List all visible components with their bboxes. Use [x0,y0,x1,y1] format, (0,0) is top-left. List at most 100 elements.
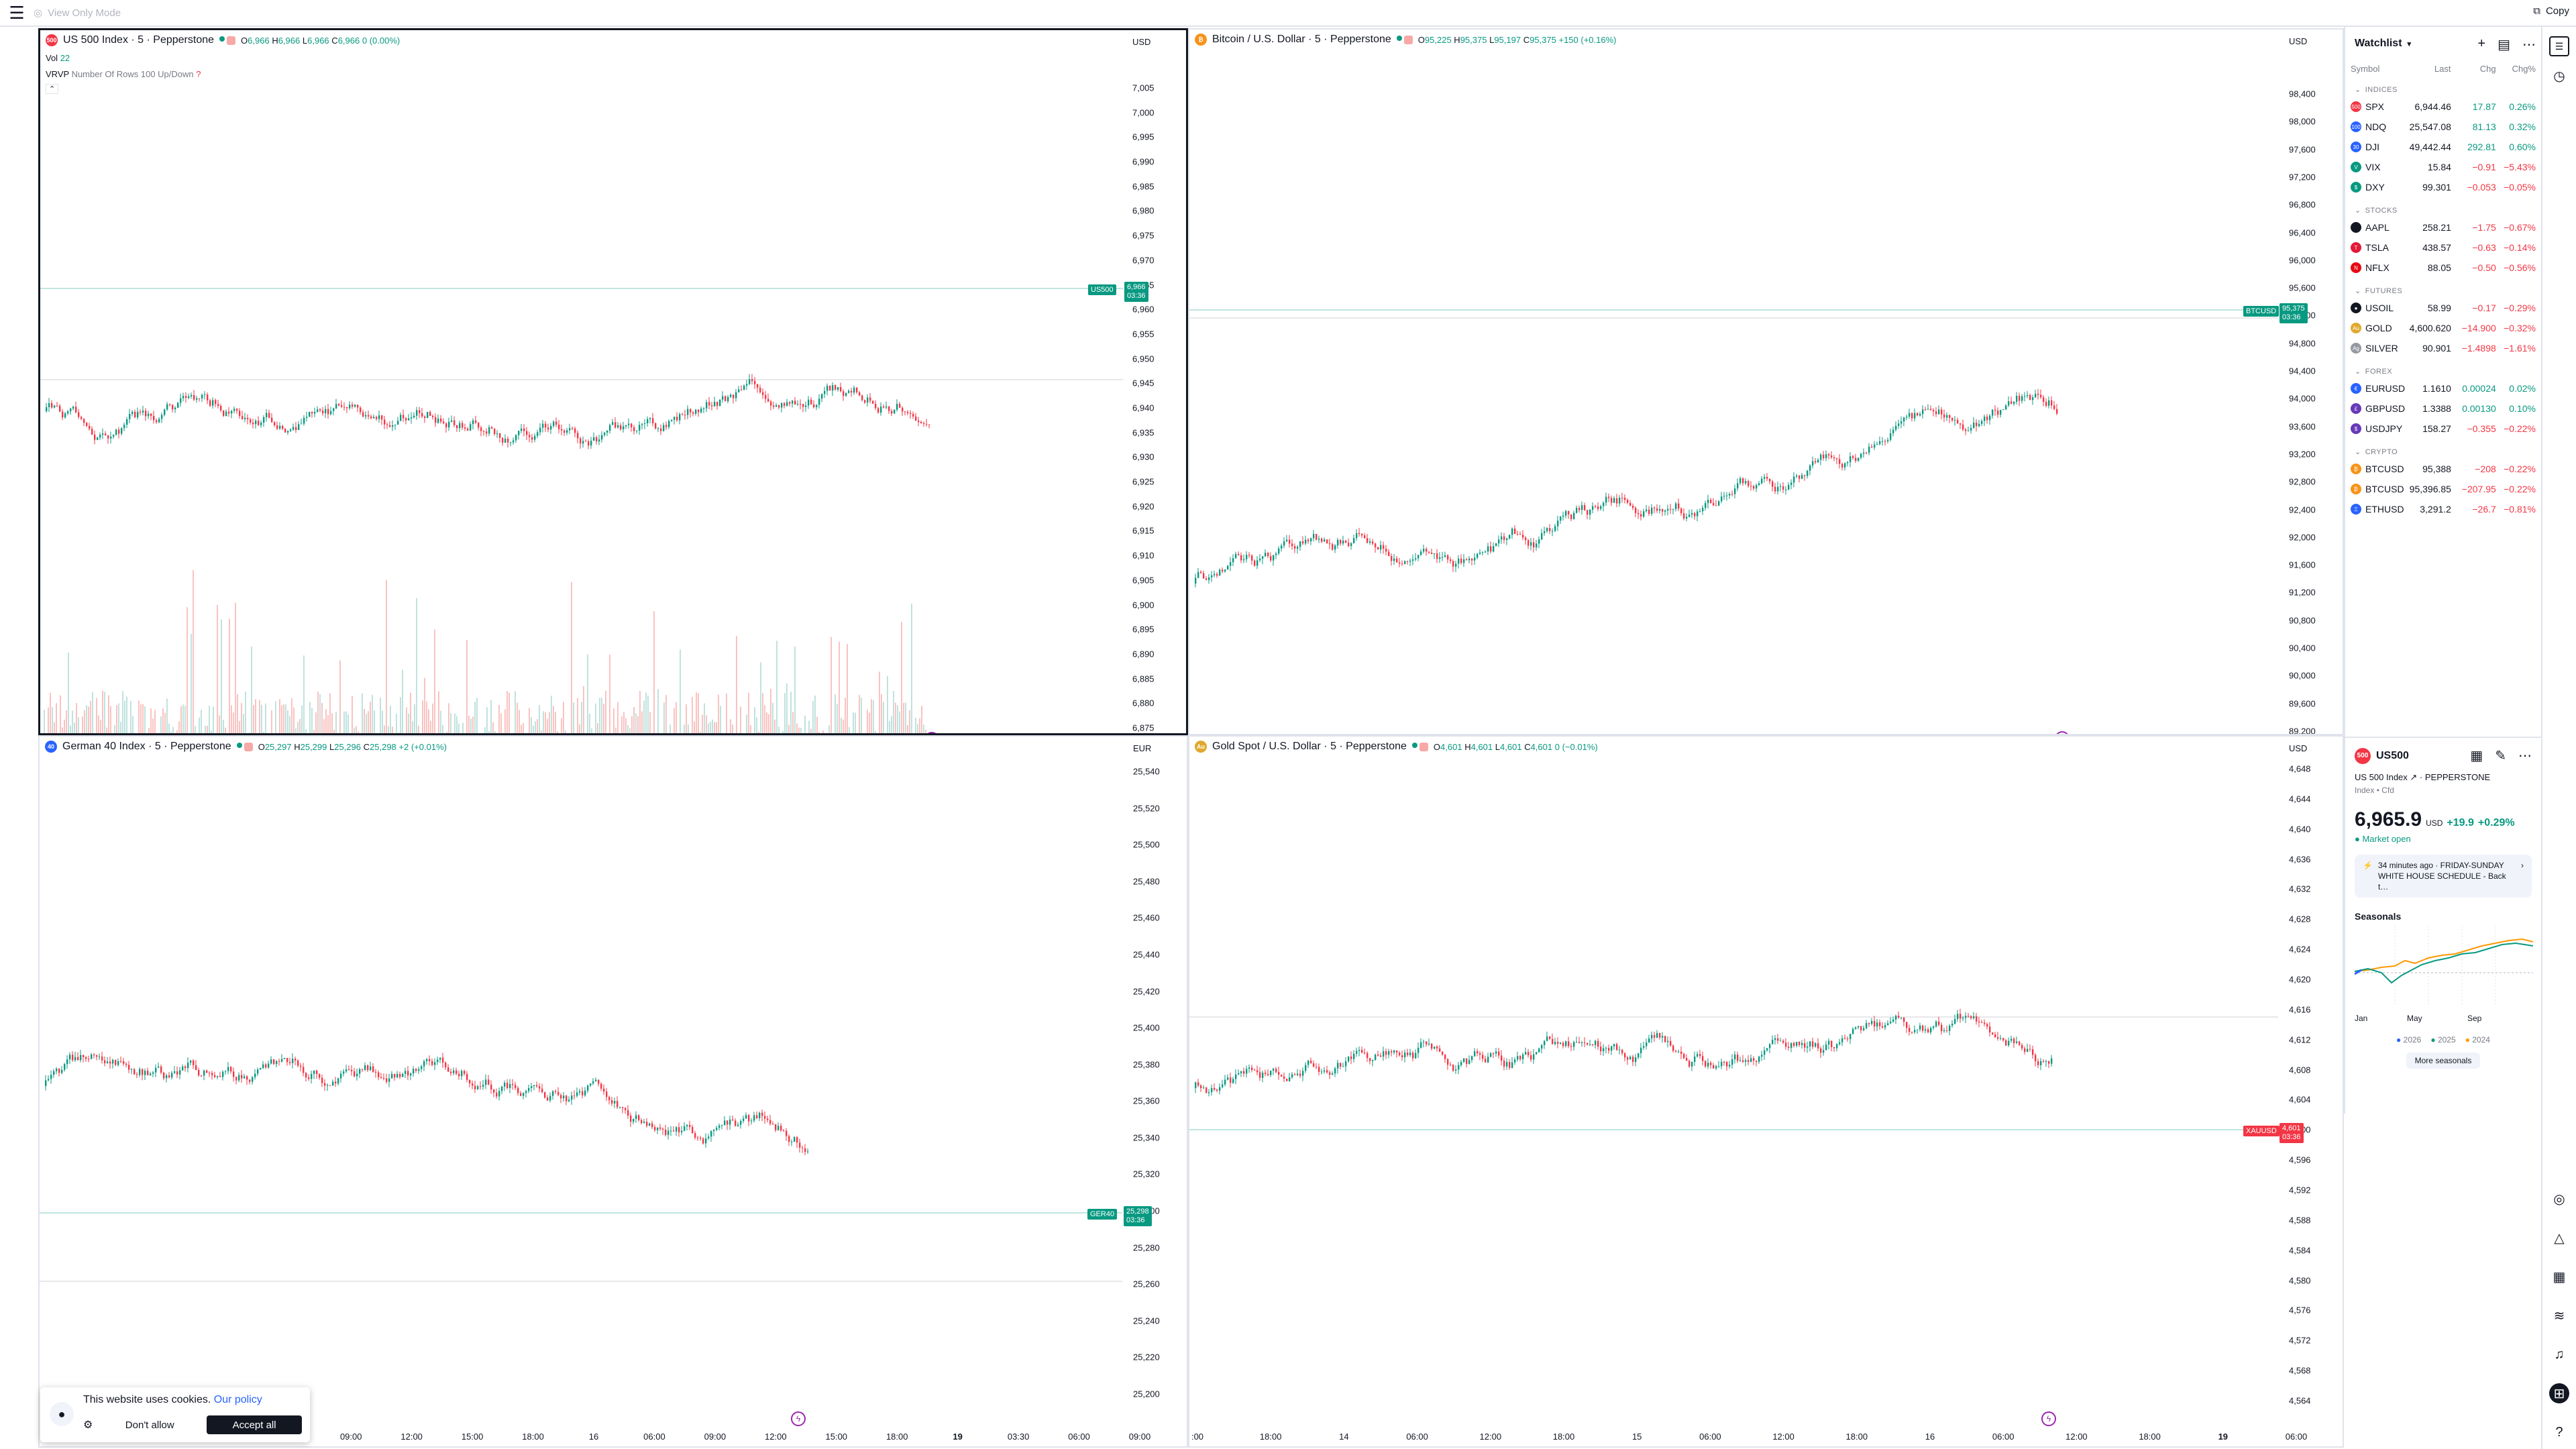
candle [51,402,53,408]
price-axis[interactable]: EUR 25,540 25,520 25,500 25,480 25,460 25,440 2… [1120,737,1187,1446]
chart-pane-us500[interactable]: 500 US 500 Index · 5 · Pepperstone O6,96… [38,28,1188,735]
more-icon[interactable]: ⋯ [2522,38,2536,52]
volume-bar [551,696,552,733]
help-icon[interactable]: ? [2555,1424,2563,1440]
watchlist-title[interactable]: Watchlist [2355,38,2402,49]
watchlist-row[interactable]: Ξ ETHUSD 3,291.2 −26.7 −0.81% [2345,499,2541,519]
chart-pane-btcusd[interactable]: ₿ Bitcoin / U.S. Dollar · 5 · Pepperston… [1188,28,2344,735]
calendar-icon[interactable]: ▦ [2553,1269,2566,1285]
watchlist-group-forex[interactable]: ⌄ FOREX [2355,368,2393,376]
collapse-legend-icon[interactable]: ⌃ [46,84,59,94]
apps-grid-icon[interactable]: ⊞ [2549,1383,2569,1403]
candlestick-chart[interactable] [40,737,1122,1448]
col-symbol[interactable]: Symbol [2351,63,2380,74]
watchlist-row[interactable]: V VIX 15.84 −0.91 −5.43% [2345,157,2541,177]
candle [1595,1040,1597,1045]
symbol-name: SILVER [2365,343,2398,354]
copy-button[interactable]: ⧉ Copy [2533,5,2569,17]
ideas-icon[interactable]: △ [2554,1230,2565,1246]
alerts-clock-icon[interactable]: ◷ [2553,68,2565,84]
candle [531,437,533,440]
chart-title[interactable]: German 40 Index · 5 · Pepperstone [62,741,231,752]
candlestick-chart[interactable] [1189,30,2278,735]
watchlist-row[interactable]: AAPL 258.21 −1.75 −0.67% [2345,217,2541,237]
more-icon[interactable]: ⋯ [2518,749,2532,763]
candle [1790,1042,1792,1049]
settings-icon[interactable]: ⚙ [83,1419,93,1431]
volume-bar [923,724,924,733]
watchlist-row[interactable]: $ USDJPY 158.27 −0.355 −0.22% [2345,419,2541,439]
watchlist-row[interactable]: 500 SPX 6,944.46 17.87 0.26% [2345,97,2541,117]
symbol-name: NFLX [2365,262,2390,273]
watchlist-group-crypto[interactable]: ⌄ CRYPTO [2355,448,2398,456]
candle [502,437,504,443]
watchlist-row[interactable]: ₿ BTCUSD 95,388 −208 −0.22% [2345,459,2541,479]
candle [1632,1057,1634,1063]
details-name[interactable]: US 500 Index [2355,772,2408,782]
accept-all-button[interactable]: Accept all [207,1415,302,1434]
chart-title[interactable]: Bitcoin / U.S. Dollar · 5 · Pepperstone [1212,34,1391,45]
chevron-down-icon[interactable]: ▾ [2407,40,2412,48]
target-icon[interactable]: ◎ [2553,1191,2565,1207]
edit-icon[interactable]: ✎ [2495,749,2506,763]
watchlist-icon[interactable]: ☰ [2549,36,2569,56]
chart-title[interactable]: Gold Spot / U.S. Dollar · 5 · Pepperston… [1212,741,1407,752]
candle [148,413,150,417]
news-feed-icon[interactable]: ≋ [2553,1308,2565,1324]
menu-icon[interactable]: ☰ [9,2,25,23]
watchlist-row[interactable]: 30 DJI 49,442.44 292.81 0.60% [2345,137,2541,157]
bell-icon[interactable]: ♫ [2554,1346,2565,1362]
economic-event-icon[interactable]: ϟ [791,1411,806,1426]
volume-legend[interactable]: Vol 22 [46,53,70,63]
vrvp-legend[interactable]: VRVP Number Of Rows 100 Up/Down ? [46,69,201,79]
volume-bar [118,703,119,733]
col-chgp[interactable]: Chg% [2512,63,2536,74]
volume-bar [740,706,741,733]
price-axis[interactable]: USD 7,005 7,000 6,995 6,990 6,985 6,980 6,975 6,… [1119,30,1186,733]
economic-event-icon[interactable]: ϟ [2041,1411,2056,1426]
more-seasonals-button[interactable]: More seasonals [2406,1053,2480,1069]
watchlist-row[interactable]: $ DXY 99.301 −0.053 −0.05% [2345,177,2541,197]
price-axis[interactable]: USD 4,648 4,644 4,640 4,636 4,632 4,628 4,624 4,… [2275,737,2343,1446]
col-last[interactable]: Last [2434,63,2451,74]
watchlist-row[interactable]: ● USOIL 58.99 −0.17 −0.29% [2345,298,2541,318]
watchlist-row[interactable]: ₿ BTCUSD 95,396.85 −207.95 −0.22% [2345,479,2541,499]
chart-pane-xauusd[interactable]: Au Gold Spot / U.S. Dollar · 5 · Peppers… [1188,735,2344,1448]
watchlist-group-futures[interactable]: ⌄ FUTURES [2355,287,2403,295]
price-tick: 4,592 [2289,1185,2311,1195]
candle [301,423,303,425]
volume-bar [450,712,451,733]
candle [1887,439,1889,441]
time-axis[interactable]: :00 18:00 14 06:00 12:00 18:00 15 06:00 12:00 18:… [1189,1428,2307,1446]
watchlist-row[interactable]: T TSLA 438.57 −0.63 −0.14% [2345,237,2541,258]
price-axis[interactable]: USD 98,400 98,000 97,600 97,200 96,800 96,400 9… [2275,30,2343,734]
external-link-icon[interactable]: ↗ [2410,772,2418,782]
candle [584,1090,586,1095]
chart-pane-ger40[interactable]: 40 German 40 Index · 5 · Pepperstone O25… [38,735,1188,1448]
news-item[interactable]: ⚡ 34 minutes ago · FRIDAY-SUNDAY WHITE HO… [2355,855,2532,898]
candlestick-chart[interactable] [40,30,1123,735]
add-symbol-icon[interactable]: + [2477,36,2486,51]
candle [2016,1041,2018,1043]
dont-allow-button[interactable]: Don't allow [125,1419,174,1431]
warning-icon: ? [196,69,201,79]
watchlist-row[interactable]: € EURUSD 1.1610 0.00024 0.02% [2345,378,2541,398]
watchlist-group-indices[interactable]: ⌄ INDICES [2355,86,2398,94]
candle [1938,409,1940,415]
candle [848,390,850,393]
watchlist-row[interactable]: Au GOLD 4,600.620 −14.900 −0.32% [2345,318,2541,338]
candle [1919,1025,1921,1030]
watchlist-row[interactable]: 100 NDQ 25,547.08 81.13 0.32% [2345,117,2541,137]
volume-bar [657,688,659,733]
watchlist-row[interactable]: £ GBPUSD 1.3388 0.00130 0.10% [2345,398,2541,419]
watchlist-group-stocks[interactable]: ⌄ STOCKS [2355,207,2398,215]
grid-icon[interactable]: ▦ [2470,749,2483,763]
watchlist-row[interactable]: Ag SILVER 90.901 −1.4898 −1.61% [2345,338,2541,358]
policy-link[interactable]: Our policy [213,1394,262,1405]
candlestick-chart[interactable] [1189,737,2278,1448]
layout-icon[interactable]: ▤ [2498,38,2510,52]
col-chg[interactable]: Chg [2479,63,2496,74]
watchlist-row[interactable]: N NFLX 88.05 −0.50 −0.56% [2345,258,2541,278]
candle [829,386,831,391]
chart-title[interactable]: US 500 Index · 5 · Pepperstone [63,34,215,46]
